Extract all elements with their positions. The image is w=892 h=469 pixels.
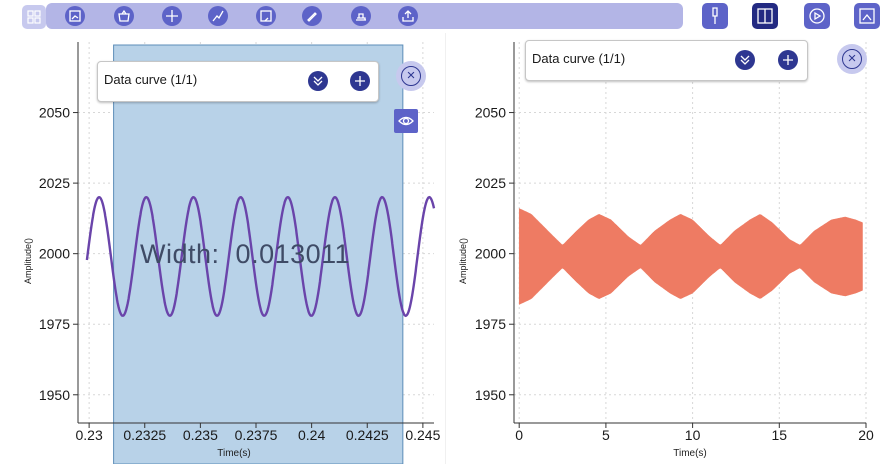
crosshair-tool-button[interactable] xyxy=(162,6,182,26)
trend-tool-button[interactable] xyxy=(208,6,228,26)
close-circle-icon: × xyxy=(401,66,421,86)
y-tick-label: 2025 xyxy=(475,175,506,191)
right-chart-panel: 1950 1975 2000 2025 2050 0 5 10 15 20 Amplitude(… xyxy=(447,33,892,464)
double-chevron-down-icon xyxy=(313,76,323,86)
pen-icon xyxy=(307,12,317,22)
probe-icon xyxy=(712,7,718,24)
chart-tool-button[interactable] xyxy=(65,6,85,26)
y-axis-label: Amplitude() xyxy=(23,238,33,284)
eye-icon xyxy=(398,116,414,126)
add-curve-button[interactable] xyxy=(778,50,798,70)
trend-icon xyxy=(212,10,224,22)
grid-icon xyxy=(27,10,41,24)
close-circle-icon: × xyxy=(842,49,862,69)
chart-icon xyxy=(69,10,81,22)
toggle-visibility-button[interactable] xyxy=(394,109,418,133)
y-tick-label: 1950 xyxy=(475,387,506,403)
y-tick-label: 2000 xyxy=(39,246,70,262)
series-area xyxy=(518,208,863,305)
plus-icon xyxy=(355,76,365,86)
split-view-icon xyxy=(757,8,773,24)
close-chart-button[interactable]: × xyxy=(837,44,867,74)
x-tick-label: 0.2425 xyxy=(346,427,389,443)
x-tick-label: 0.235 xyxy=(183,427,218,443)
data-curve-selector[interactable]: Data curve (1/1) xyxy=(525,40,808,81)
x-tick-label: 10 xyxy=(685,427,701,443)
series-line xyxy=(85,195,436,318)
data-curve-selector[interactable]: Data curve (1/1) xyxy=(97,61,379,102)
playback-button[interactable] xyxy=(804,3,830,29)
x-tick-label: 0 xyxy=(515,427,523,443)
plus-icon xyxy=(783,55,793,65)
y-tick-label: 2025 xyxy=(39,175,70,191)
x-tick-label: 5 xyxy=(602,427,610,443)
y-tick-label: 2050 xyxy=(475,105,506,121)
x-tick-label: 0.2325 xyxy=(123,427,166,443)
crosshair-icon xyxy=(166,10,178,22)
data-curve-label: Data curve (1/1) xyxy=(104,72,198,87)
basket-tool-button[interactable] xyxy=(114,6,134,26)
split-view-button[interactable] xyxy=(752,3,778,29)
y-axis-label: Amplitude() xyxy=(458,238,468,284)
x-tick-label: 0.245 xyxy=(405,427,440,443)
image-edit-button[interactable] xyxy=(854,3,880,29)
expand-curves-button[interactable] xyxy=(735,50,755,70)
add-curve-button[interactable] xyxy=(350,71,370,91)
export-icon xyxy=(402,10,414,22)
x-tick-label: 15 xyxy=(772,427,788,443)
expand-curves-button[interactable] xyxy=(308,71,328,91)
toolbar xyxy=(46,3,683,29)
x-axis-label: Time(s) xyxy=(217,448,251,459)
frame-icon xyxy=(260,10,272,22)
y-tick-label: 1975 xyxy=(475,316,506,332)
selection-region[interactable] xyxy=(113,44,404,465)
export-tool-button[interactable] xyxy=(398,6,418,26)
left-chart[interactable]: 1950 1975 2000 2025 2050 0.23 0.2325 0.235 0.23… xyxy=(0,33,447,465)
x-axis-label: Time(s) xyxy=(673,448,707,459)
double-chevron-down-icon xyxy=(740,55,750,65)
right-chart[interactable]: 1950 1975 2000 2025 2050 0 5 10 15 20 Amplitude(… xyxy=(447,33,892,464)
stamp-icon xyxy=(356,13,366,21)
width-label: Width: xyxy=(140,239,220,269)
width-value: 0.013011 xyxy=(235,239,351,269)
x-tick-label: 0.24 xyxy=(298,427,325,443)
image-edit-icon xyxy=(859,8,875,24)
x-tick-label: 20 xyxy=(858,427,874,443)
data-curve-label: Data curve (1/1) xyxy=(532,51,626,66)
stamp-tool-button[interactable] xyxy=(351,6,371,26)
y-tick-label: 2050 xyxy=(39,105,70,121)
y-tick-label: 1950 xyxy=(39,387,70,403)
pen-tool-button[interactable] xyxy=(302,6,322,26)
grid-layout-button[interactable] xyxy=(22,5,46,29)
x-tick-label: 0.23 xyxy=(76,427,103,443)
play-circle-icon xyxy=(809,8,825,24)
x-tick-label: 0.2375 xyxy=(235,427,278,443)
probe-button[interactable] xyxy=(702,3,728,29)
basket-icon xyxy=(118,9,130,22)
close-chart-button[interactable]: × xyxy=(396,61,426,91)
left-chart-panel: 1950 1975 2000 2025 2050 0.23 0.2325 0.235 0.23… xyxy=(0,33,447,465)
frame-tool-button[interactable] xyxy=(256,6,276,26)
y-tick-label: 1975 xyxy=(39,316,70,332)
y-tick-label: 2000 xyxy=(475,246,506,262)
width-readout: Width: 0.013011 xyxy=(140,239,350,270)
